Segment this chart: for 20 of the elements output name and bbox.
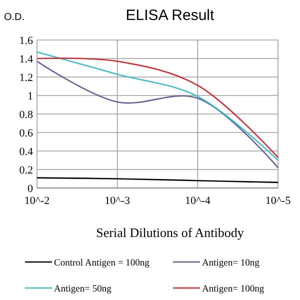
legend-label: Antigen= 50ng <box>54 284 112 294</box>
x-axis-title: Serial Dilutions of Antibody <box>96 225 244 240</box>
y-axis-title: O.D. <box>4 12 25 23</box>
legend-label: Antigen= 10ng <box>202 258 260 268</box>
x-tick-label: 10^-5 <box>265 195 292 207</box>
y-tick-label: 1.6 <box>19 35 34 47</box>
x-tick-label: 10^-3 <box>104 195 130 207</box>
y-tick-label: 0.8 <box>19 109 34 121</box>
chart-title: ELISA Result <box>126 7 216 24</box>
y-tick-label: 0 <box>28 183 34 195</box>
x-tick-label: 10^-2 <box>24 195 50 207</box>
y-tick-label: 0.6 <box>19 128 34 140</box>
y-tick-label: 1.4 <box>19 54 34 66</box>
y-tick-label: 0.4 <box>19 146 34 158</box>
y-tick-label: 0.2 <box>19 164 33 176</box>
legend-label: Antigen= 100ng <box>202 284 264 294</box>
y-tick-label: 1.2 <box>19 72 33 84</box>
y-tick-label: 1 <box>28 90 33 102</box>
x-tick-label: 10^-4 <box>185 195 211 207</box>
legend-label: Control Antigen = 100ng <box>54 258 150 268</box>
